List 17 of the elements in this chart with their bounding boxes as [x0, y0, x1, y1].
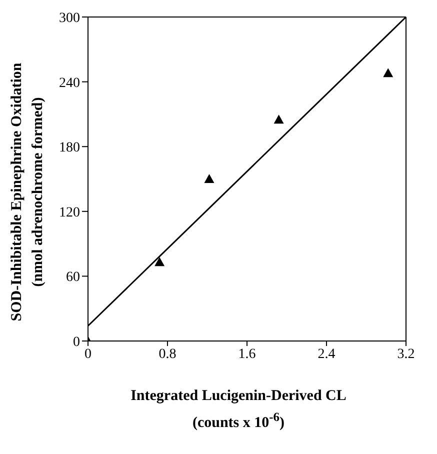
y-tick-label: 60 — [66, 270, 80, 286]
x-tick-label: 2.4 — [318, 346, 336, 362]
point — [204, 174, 214, 183]
y-axis-title: SOD-Inhibitable Epinephrine Oxidation (nmol adrenochrome formed) — [8, 62, 47, 324]
y-tick-label: 180 — [59, 140, 80, 156]
x-axis-title: Integrated Lucigenin-Derived CL (counts x 10$^{-6}$) — [130, 387, 348, 433]
x-tick-label: 3.2 — [397, 346, 415, 362]
y-tick-label: 300 — [59, 10, 80, 26]
x-tick-label: 0.8 — [158, 346, 176, 362]
point — [274, 114, 284, 124]
y-tick-label: 120 — [59, 205, 80, 220]
y-tick-label: 0 — [73, 334, 80, 350]
x-tick-label: 1.6 — [238, 346, 256, 362]
point — [154, 257, 165, 266]
point — [383, 68, 394, 78]
x-tick-label: 0 — [84, 346, 92, 362]
y-tick-label: 240 — [59, 76, 80, 91]
